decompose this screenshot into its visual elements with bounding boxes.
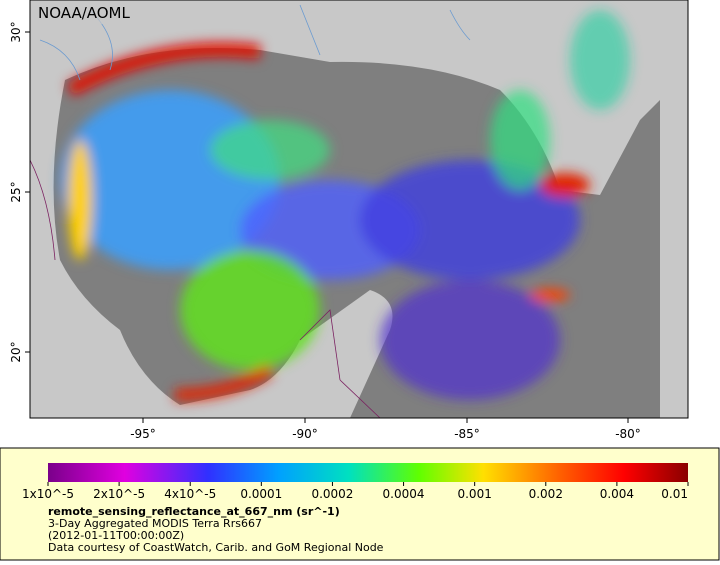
colorbar-label: 1x10^-5 [22, 487, 74, 501]
axes: 30° 25° 20° -95° -90° -85° -80° [9, 21, 641, 441]
colorbar [48, 463, 688, 482]
colorbar-label: 0.001 [457, 487, 491, 501]
lat-label: 20° [9, 341, 23, 362]
legend-line: (2012-01-11T00:00:00Z) [48, 529, 184, 542]
borders [29, 159, 381, 419]
lon-label: -90° [292, 427, 318, 441]
colorbar-label: 0.0002 [311, 487, 353, 501]
credit-bg [32, 2, 132, 24]
legend-line: 3-Day Aggregated MODIS Terra Rrs667 [48, 517, 262, 530]
colorbar-label: 4x10^-5 [164, 487, 216, 501]
lon-label: -95° [130, 427, 156, 441]
colorbar-label: 0.004 [600, 487, 634, 501]
legend-line: Data courtesy of CoastWatch, Carib. and … [48, 541, 384, 554]
reflectance-field [60, 10, 630, 401]
lon-label: -85° [454, 427, 480, 441]
lat-label: 25° [9, 181, 23, 202]
map-frame [29, 0, 689, 419]
colorbar-label: 2x10^-5 [93, 487, 145, 501]
legend-title: remote_sensing_reflectance_at_667_nm (sr… [48, 505, 340, 518]
colorbar-label: 0.002 [529, 487, 563, 501]
colorbar-label: 0.0001 [240, 487, 282, 501]
legend: 1x10^-5 2x10^-5 4x10^-5 0.0001 0.0002 0.0004 0… [22, 482, 689, 554]
colorbar-label: 0.0004 [383, 487, 425, 501]
colorbar-label: 0.01 [661, 487, 688, 501]
lat-label: 30° [9, 21, 23, 42]
credit: NOAA/AOML [38, 4, 131, 22]
lon-label: -80° [615, 427, 641, 441]
map: NOAA/AOML [29, 0, 689, 419]
